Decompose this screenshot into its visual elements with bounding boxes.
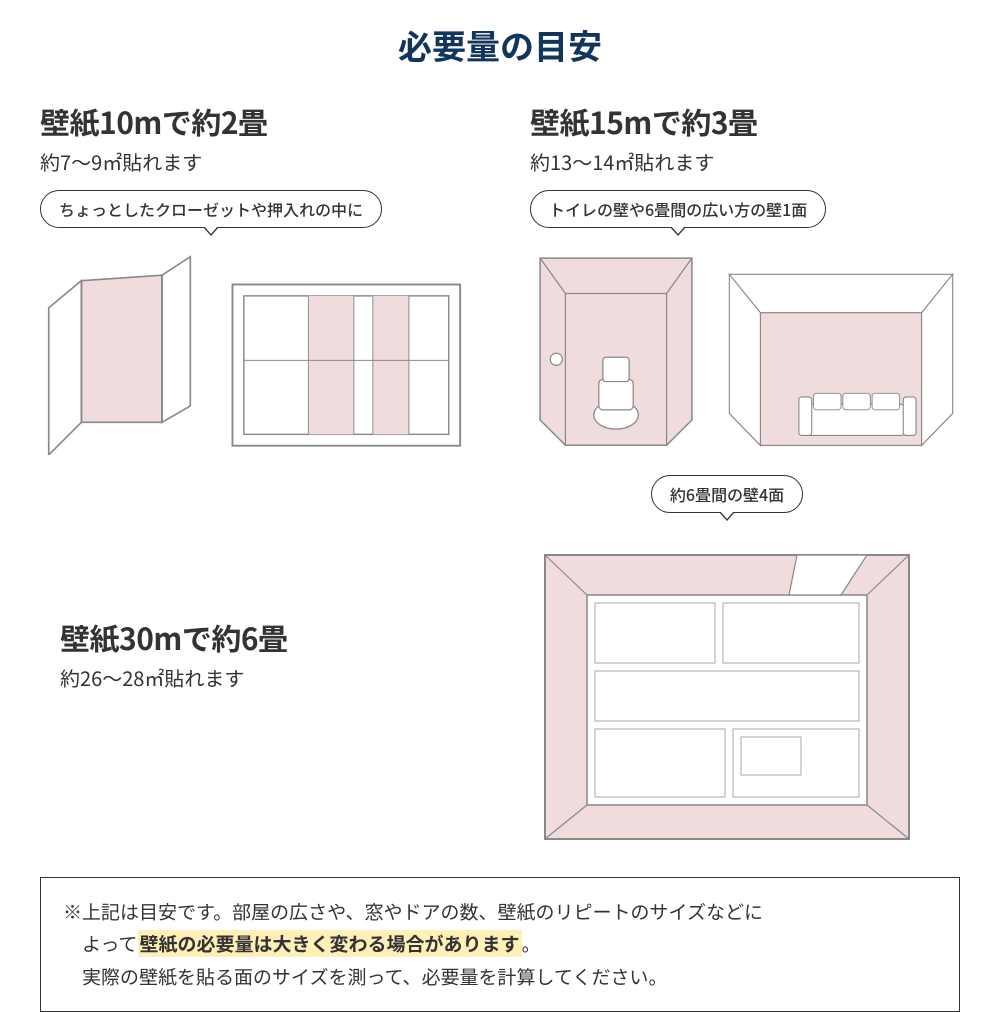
section-30m-illustration: 約6畳間の壁4面 xyxy=(494,475,960,847)
section-10m-subtitle: 約7〜9㎡貼れます xyxy=(40,147,470,176)
disclaimer-box: ※上記は目安です。部屋の広さや、窓やドアの数、壁紙のリピートのサイズなどに よっ… xyxy=(40,877,960,1012)
disclaimer-line3-text: 実際の壁紙を貼る面のサイズを測って、必要量を計算してください。 xyxy=(82,963,667,990)
sliding-closet-diagram xyxy=(223,275,470,455)
disclaimer-line1: ※上記は目安です。部屋の広さや、窓やドアの数、壁紙のリピートのサイズなどに xyxy=(63,896,937,928)
toilet-room-diagram xyxy=(530,248,702,450)
room-plan-diagram xyxy=(537,547,917,847)
disclaimer-highlight: 壁紙の必要量は大きく変わる場合があります xyxy=(138,930,522,957)
disclaimer-line2-prefix: よって xyxy=(82,930,137,957)
section-30m-text: 壁紙30mで約6畳 約26〜28㎡貼れます xyxy=(40,615,454,706)
section-10m-caption: ちょっとしたクローゼットや押入れの中に xyxy=(40,190,382,228)
section-10m-heading: 壁紙10mで約2畳 xyxy=(40,99,470,143)
living-room-diagram xyxy=(722,267,960,450)
page-title: 必要量の目安 xyxy=(40,20,960,69)
row-1: 壁紙10mで約2畳 約7〜9㎡貼れます ちょっとしたクローゼットや押入れの中に xyxy=(40,99,960,455)
disclaimer-line2-suffix: 。 xyxy=(522,930,541,957)
section-30m-heading: 壁紙30mで約6畳 xyxy=(60,615,454,659)
section-15m-heading: 壁紙15mで約3畳 xyxy=(530,99,960,143)
section-15m: 壁紙15mで約3畳 約13〜14㎡貼れます トイレの壁や6畳間の広い方の壁1面 xyxy=(530,99,960,455)
closet-diagram xyxy=(40,248,203,455)
disclaimer-line3: 実際の壁紙を貼る面のサイズを測って、必要量を計算してください。 xyxy=(63,961,937,993)
section-30m-subtitle: 約26〜28㎡貼れます xyxy=(60,663,454,692)
section-30m-caption: 約6畳間の壁4面 xyxy=(651,475,803,513)
section-15m-subtitle: 約13〜14㎡貼れます xyxy=(530,147,960,176)
section-15m-caption: トイレの壁や6畳間の広い方の壁1面 xyxy=(530,190,826,228)
row-2: 壁紙30mで約6畳 約26〜28㎡貼れます 約6畳間の壁4面 xyxy=(40,475,960,847)
section-10m: 壁紙10mで約2畳 約7〜9㎡貼れます ちょっとしたクローゼットや押入れの中に xyxy=(40,99,470,455)
disclaimer-line2: よって壁紙の必要量は大きく変わる場合があります。 xyxy=(63,928,937,960)
